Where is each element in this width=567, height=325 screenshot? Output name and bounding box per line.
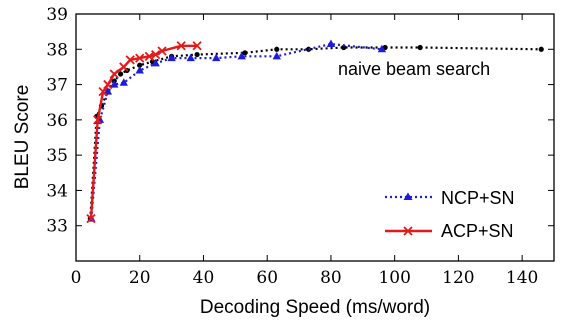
y-tick-label-34: 34 [46, 181, 68, 201]
axis-ticks [75, 13, 554, 261]
point-naive-14 [341, 44, 347, 51]
point-ncp-sn-13 [377, 44, 387, 53]
x-tick-label-100: 100 [378, 268, 410, 288]
point-naive-5 [118, 71, 124, 77]
legend-entry-ncp-sn: NCP+SN [385, 188, 515, 208]
point-ncp-sn-3 [110, 80, 119, 88]
point-ncp-sn-11 [272, 51, 281, 60]
y-tick-label-38: 38 [46, 40, 68, 60]
point-naive-7 [137, 62, 143, 68]
point-acp-sn-3 [103, 79, 113, 90]
point-naive-12 [274, 46, 280, 52]
plot-frame [75, 13, 555, 262]
point-acp-sn-5 [119, 62, 129, 72]
legend: NCP+SN ACP+SN [385, 188, 515, 241]
x-tick-label-20: 20 [129, 268, 151, 288]
point-naive-16 [417, 44, 423, 51]
point-ncp-sn-7 [167, 53, 176, 62]
y-axis-title: BLEU Score [12, 85, 33, 190]
point-ncp-sn-12 [326, 39, 336, 47]
y-tick-label-37: 37 [46, 76, 68, 96]
series-line-naive [89, 46, 542, 219]
series-line-acp-sn [89, 44, 198, 219]
legend-marker-ncp-sn [403, 192, 413, 200]
point-acp-sn-11 [176, 41, 186, 51]
legend-entry-acp-sn: ACP+SN [385, 221, 514, 241]
point-acp-sn-2 [98, 86, 108, 97]
y-tick-label-39: 39 [46, 5, 68, 25]
point-acp-sn-1 [93, 115, 103, 125]
x-axis-title: Decoding Speed (ms/word) [200, 297, 430, 318]
point-acp-sn-9 [151, 49, 161, 60]
point-acp-sn-4 [109, 69, 119, 79]
legend-label-ncp-sn: NCP+SN [441, 188, 515, 208]
y-tick-label-33: 33 [46, 217, 68, 237]
legend-label-acp-sn: ACP+SN [441, 221, 514, 241]
point-naive-10 [194, 51, 200, 58]
point-acp-sn-0 [86, 214, 96, 224]
tick-labels: 0 20 40 60 80 100 120 140 33 34 35 36 37 38 39 [46, 5, 538, 288]
point-ncp-sn-6 [151, 58, 160, 67]
point-ncp-sn-5 [135, 65, 144, 74]
point-acp-sn-8 [144, 51, 154, 61]
legend-marker-acp-sn [403, 226, 413, 236]
x-tick-label-40: 40 [193, 268, 215, 288]
point-ncp-sn-4 [119, 78, 128, 86]
point-naive-11 [242, 50, 248, 56]
point-acp-sn-7 [135, 53, 145, 63]
point-acp-sn-12 [192, 41, 202, 51]
point-ncp-sn-10 [237, 51, 246, 60]
x-tick-label-120: 120 [442, 268, 474, 288]
point-ncp-sn-2 [103, 87, 113, 95]
point-acp-sn-10 [157, 46, 167, 56]
point-ncp-sn-8 [186, 53, 195, 62]
series-layer [86, 39, 544, 224]
y-tick-label-35: 35 [46, 146, 68, 166]
naive-beam-search-annotation: naive beam search [338, 59, 490, 79]
point-acp-sn-6 [125, 55, 135, 65]
x-tick-label-140: 140 [506, 268, 538, 288]
x-tick-label-80: 80 [320, 268, 342, 288]
y-tick-label-36: 36 [46, 111, 68, 131]
x-tick-label-0: 0 [71, 268, 82, 288]
series-acp-sn [86, 41, 202, 224]
point-ncp-sn-9 [212, 53, 221, 62]
x-tick-label-60: 60 [256, 268, 278, 288]
point-naive-17 [538, 46, 544, 52]
